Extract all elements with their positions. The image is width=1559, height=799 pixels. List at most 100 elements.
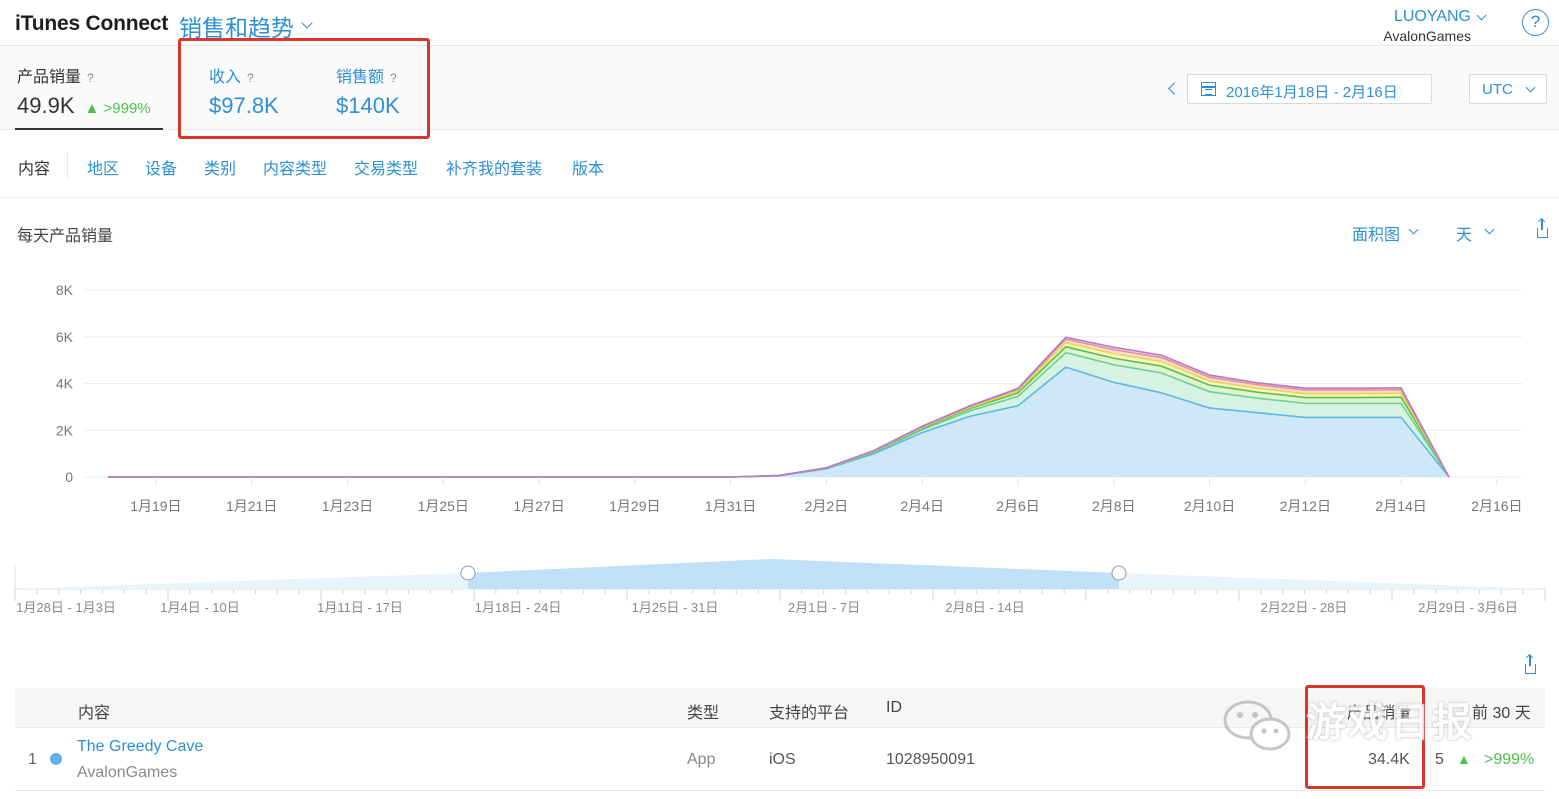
x-tick-label: 1月19日 — [130, 498, 181, 514]
developer-name: AvalonGames — [77, 764, 178, 781]
metric-value: $140K — [336, 93, 400, 118]
tab-region[interactable]: 地区 — [87, 161, 120, 178]
brush-week-label: 2月22日 - 28日 — [1261, 600, 1348, 615]
user-name[interactable]: LUOYANG — [1393, 8, 1471, 25]
x-axis-labels: 1月19日 1月21日 1月23日 1月25日 1月27日 1月29日 1月31日 2月2日 2… — [130, 498, 1522, 514]
chart-type-dropdown[interactable]: 面积图 — [1352, 227, 1401, 244]
share-icon[interactable] — [1537, 219, 1548, 238]
metric-label: 销售额 — [336, 69, 385, 86]
chart-areas — [108, 336, 1450, 478]
tab-content-type[interactable]: 内容类型 — [263, 161, 328, 178]
timezone-button[interactable]: UTC — [1469, 74, 1547, 104]
x-tick-label: 1月31日 — [705, 498, 756, 514]
tab-category[interactable]: 类别 — [204, 161, 237, 178]
x-tick-label: 2月12日 — [1280, 498, 1331, 514]
col-prev-30-days[interactable]: 前 30 天 — [1472, 705, 1531, 722]
x-tick-label: 2月8日 — [1092, 498, 1136, 514]
chevron-down-icon[interactable] — [301, 17, 313, 29]
chart-title: 每天产品销量 — [17, 228, 114, 245]
up-arrow-icon: ▲ — [1457, 751, 1471, 767]
timezone-label: UTC — [1482, 81, 1513, 98]
metric-units[interactable]: 产品销量? 49.9K ▲ >999% — [17, 63, 151, 119]
y-tick-label: 6K — [56, 329, 74, 345]
date-range-brush[interactable]: 1月28日 - 1月3日 1月4日 - 10日 1月11日 - 17日 1月18日 -… — [0, 550, 1559, 622]
wechat-logo-icon — [1223, 700, 1291, 751]
series-area — [108, 367, 1449, 477]
highlight-box — [1305, 685, 1425, 789]
brush-handle-left[interactable] — [460, 565, 476, 581]
brush-week-label: 1月18日 - 24日 — [475, 600, 562, 615]
y-axis-labels: 0 2K 4K 6K 8K — [56, 282, 74, 485]
x-tick-label: 1月29日 — [609, 498, 660, 514]
calendar-icon — [1201, 82, 1216, 96]
x-tick-label: 1月21日 — [226, 498, 277, 514]
col-id[interactable]: ID — [886, 699, 902, 716]
platform-value: iOS — [769, 751, 796, 768]
metric-value: 49.9K — [17, 93, 75, 118]
metric-proceeds[interactable]: 收入? $97.8K — [209, 63, 279, 119]
date-range-button[interactable]: 2016年1月18日 - 2月16日 — [1187, 74, 1432, 104]
metric-value: $97.8K — [209, 93, 279, 118]
y-tick-label: 8K — [56, 282, 74, 298]
brush-week-label: 1月11日 - 17日 — [317, 600, 403, 615]
col-type[interactable]: 类型 — [687, 705, 720, 722]
brush-handle-right[interactable] — [1111, 565, 1127, 581]
brush-week-label: 2月1日 - 7日 — [788, 600, 860, 615]
col-platform[interactable]: 支持的平台 — [769, 705, 850, 722]
question-icon[interactable]: ? — [87, 71, 94, 85]
brush-week-label: 2月29日 - 3月6日 — [1418, 600, 1518, 615]
chevron-left-icon[interactable] — [1168, 82, 1181, 95]
tab-version[interactable]: 版本 — [572, 161, 605, 178]
question-icon[interactable]: ? — [390, 71, 397, 85]
change-percent: >999% — [1484, 751, 1535, 768]
question-icon[interactable]: ? — [247, 71, 254, 85]
chevron-down-icon[interactable] — [1476, 10, 1487, 21]
x-tick-label: 1月25日 — [418, 498, 469, 514]
chevron-down-icon[interactable] — [1484, 224, 1495, 235]
tab-bar: 内容 地区 设备 类别 内容类型 交易类型 补齐我的套装 版本 — [0, 130, 1559, 198]
y-tick-label: 4K — [56, 376, 74, 392]
x-tick-label: 2月16日 — [1471, 498, 1522, 514]
app-name-link[interactable]: The Greedy Cave — [77, 738, 204, 755]
help-icon[interactable]: ? — [1522, 9, 1549, 36]
series-color-dot — [50, 753, 62, 765]
tab-device[interactable]: 设备 — [145, 161, 178, 178]
chevron-down-icon[interactable] — [1408, 224, 1419, 235]
metric-change: ▲ >999% — [84, 100, 151, 117]
top-bar: iTunes Connect 销售和趋势 LUOYANG AvalonGames… — [0, 0, 1559, 46]
x-tick-label: 1月27日 — [513, 498, 564, 514]
brush-week-label: 1月28日 - 1月3日 — [16, 600, 116, 615]
export-icon[interactable] — [1525, 655, 1536, 674]
x-tick-label: 2月2日 — [805, 498, 849, 514]
col-content[interactable]: 内容 — [78, 705, 111, 722]
user-menu[interactable]: LUOYANG AvalonGames — [1383, 8, 1471, 44]
row-index: 1 — [28, 751, 37, 768]
selected-metric-underline — [15, 128, 163, 130]
x-tick-label: 2月14日 — [1375, 498, 1426, 514]
highlight-box — [178, 38, 430, 139]
y-tick-label: 2K — [56, 422, 74, 438]
col-units[interactable]: 产品销量 — [1347, 705, 1412, 722]
metric-label: 收入 — [209, 69, 242, 86]
tab-bundle[interactable]: 补齐我的套装 — [446, 161, 543, 178]
id-value: 1028950091 — [886, 751, 975, 768]
y-tick-label: 0 — [65, 469, 73, 485]
summary-strip: 产品销量? 49.9K ▲ >999% 收入? $97.8K 销售额? $140K… — [0, 47, 1559, 130]
brush-selected-area — [468, 559, 1119, 589]
tab-transaction-type[interactable]: 交易类型 — [354, 161, 419, 178]
table-row[interactable]: 1 The Greedy Cave AvalonGames App iOS 10… — [15, 729, 1545, 791]
x-tick-label: 1月23日 — [322, 498, 373, 514]
units-value: 34.4K — [1368, 751, 1410, 768]
brush-week-label: 1月25日 - 31日 — [632, 600, 719, 615]
metric-sales[interactable]: 销售额? $140K — [336, 63, 400, 119]
x-tick-label: 2月10日 — [1184, 498, 1235, 514]
tab-content[interactable]: 内容 — [18, 161, 51, 178]
chevron-down-icon — [1525, 82, 1536, 93]
date-range-label: 2016年1月18日 - 2月16日 — [1226, 84, 1398, 101]
period-dropdown[interactable]: 天 — [1456, 227, 1473, 244]
brand-title: iTunes Connect — [15, 12, 169, 35]
table-header: 内容 类型 支持的平台 ID 产品销量 前 30 天 — [15, 688, 1545, 728]
module-menu[interactable]: 销售和趋势 — [179, 15, 294, 41]
brush-week-labels: 1月28日 - 1月3日 1月4日 - 10日 1月11日 - 17日 1月18日 -… — [16, 600, 1518, 615]
daily-units-chart: 0 2K 4K 6K 8K 1月19日 1月21日 1月23日 1月25日 1月27日 1月29日… — [56, 282, 1523, 514]
